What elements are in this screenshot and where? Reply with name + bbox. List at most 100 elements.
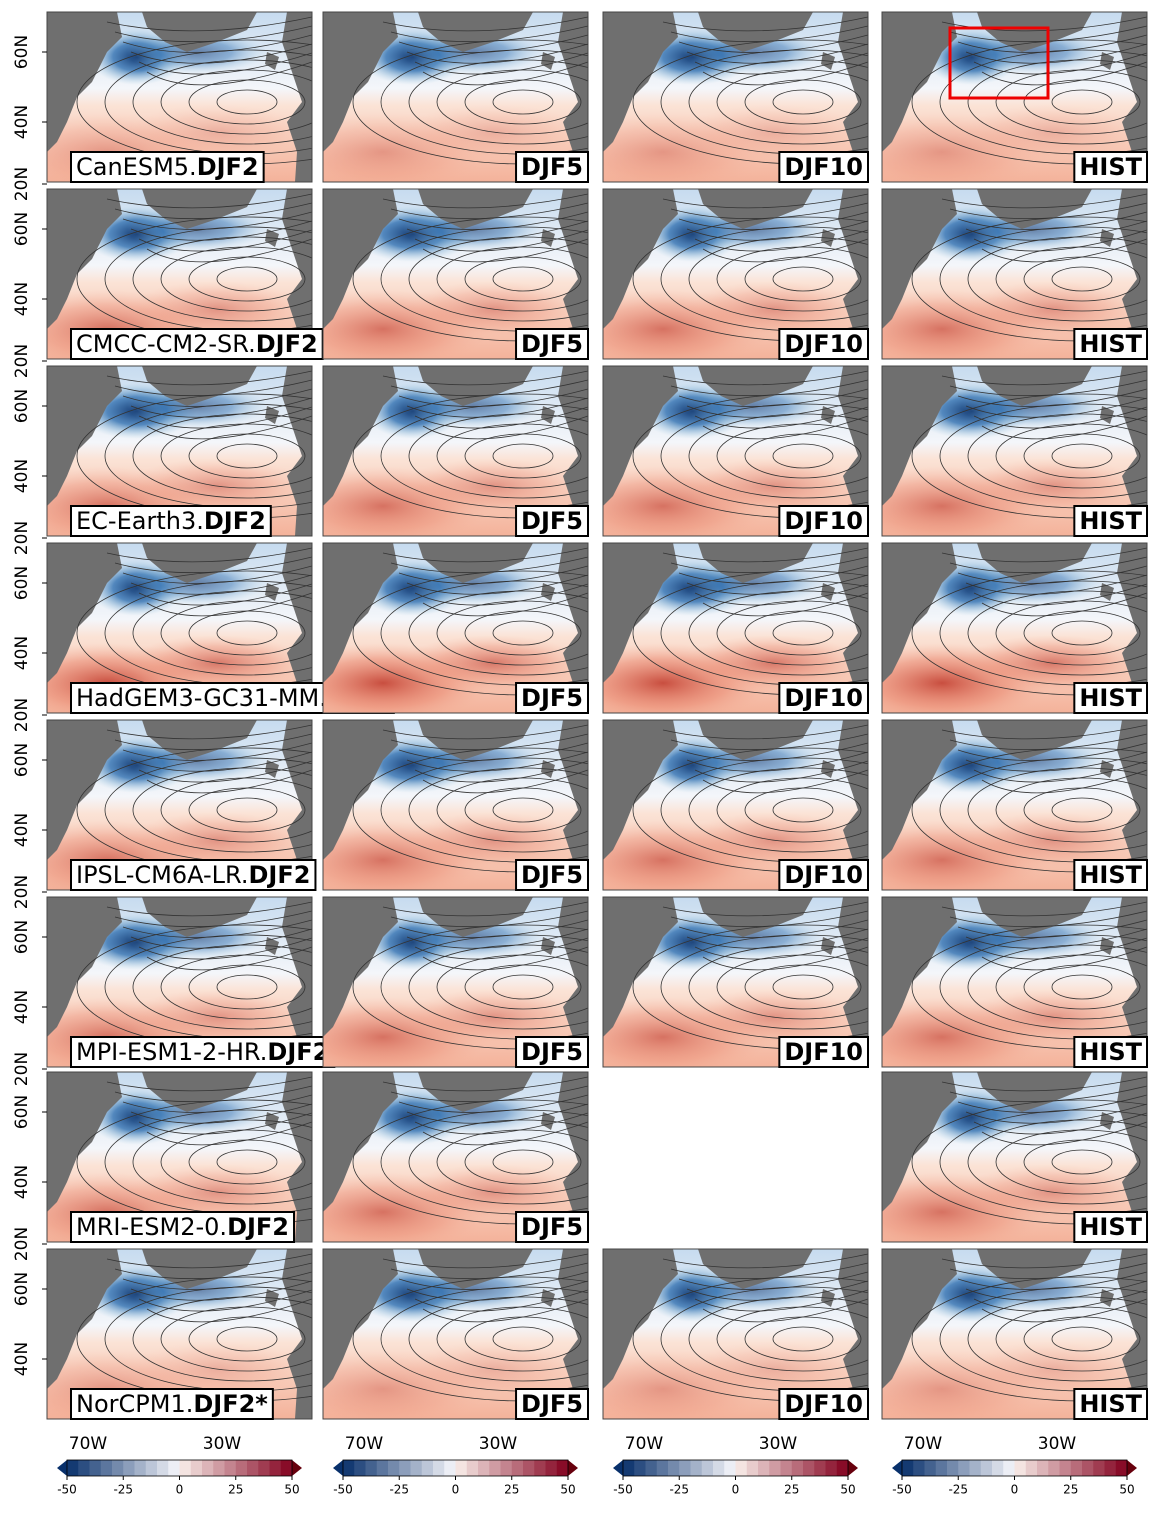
map xyxy=(603,897,868,1067)
land xyxy=(882,543,957,683)
land xyxy=(142,12,257,52)
contour xyxy=(390,379,588,397)
contour xyxy=(662,1253,868,1269)
colorbar-tick-label: 25 xyxy=(1063,1483,1078,1497)
contour xyxy=(941,1076,1147,1092)
contour xyxy=(492,797,554,823)
contour xyxy=(965,1280,1147,1301)
lat-label: 20N xyxy=(12,698,32,732)
colorbar-bin xyxy=(224,1460,237,1476)
experiment: DJF5 xyxy=(521,1390,583,1418)
colorbar-bin xyxy=(713,1460,725,1476)
land xyxy=(977,366,1092,406)
map xyxy=(323,189,588,359)
colorbar-bin xyxy=(190,1460,203,1476)
contour xyxy=(408,1119,588,1205)
cold-anomaly xyxy=(127,30,267,74)
contour xyxy=(965,220,1147,241)
cold-anomaly xyxy=(962,561,1102,605)
colorbar-tick-label: 50 xyxy=(560,1483,575,1497)
land xyxy=(323,1249,398,1389)
contour xyxy=(436,777,588,843)
experiment: HIST xyxy=(1079,153,1142,181)
contour xyxy=(965,1103,1147,1124)
colorbar-bin xyxy=(634,1460,646,1476)
land xyxy=(47,12,122,152)
contour xyxy=(965,43,1147,64)
contour xyxy=(422,769,588,794)
contour xyxy=(941,547,1147,563)
colorbar-bin xyxy=(1048,1460,1060,1476)
experiment: DJF5 xyxy=(521,1213,583,1241)
contour xyxy=(114,556,312,574)
contour xyxy=(406,574,588,595)
contour xyxy=(132,236,312,322)
panel-label: NorCPM1.DJF2* xyxy=(76,1390,268,1418)
panel: DJF10 xyxy=(602,365,869,537)
contour xyxy=(662,547,868,563)
colorbar-tick-label: 50 xyxy=(284,1483,299,1497)
contour xyxy=(160,600,312,666)
cold-anomaly xyxy=(683,561,823,605)
contour xyxy=(678,34,868,53)
panel-label: HIST xyxy=(1079,684,1142,712)
colorbar-bin xyxy=(534,1460,546,1476)
contour xyxy=(957,742,1147,761)
contour xyxy=(973,937,1147,960)
panel: NorCPM1.DJF2* xyxy=(46,1248,313,1420)
lat-label: 20N xyxy=(12,344,32,378)
land xyxy=(47,543,122,683)
cold-anomaly xyxy=(962,30,1102,74)
contour xyxy=(716,600,868,666)
panel-label: DJF5 xyxy=(521,153,583,181)
cold-anomaly xyxy=(683,30,823,74)
contour xyxy=(406,751,588,772)
contour xyxy=(670,733,868,751)
contour xyxy=(398,565,588,584)
contour xyxy=(981,592,1147,617)
contour xyxy=(967,413,1147,499)
contour xyxy=(995,423,1147,489)
panel: HIST xyxy=(881,542,1148,714)
contour xyxy=(132,1296,312,1382)
land xyxy=(977,12,1092,52)
lat-label: 40N xyxy=(12,990,32,1024)
panel: DJF5 xyxy=(322,1071,589,1243)
contour xyxy=(406,1103,588,1124)
lat-label: 60N xyxy=(12,743,32,777)
colorbar-bin xyxy=(969,1460,982,1476)
lat-label: 60N xyxy=(12,212,32,246)
panel-label: DJF5 xyxy=(521,1213,583,1241)
contour xyxy=(492,974,554,1000)
cold-anomaly xyxy=(683,207,823,251)
colorbar-bin xyxy=(365,1460,378,1476)
panel-frame xyxy=(602,896,869,1068)
land xyxy=(47,366,122,506)
experiment: DJF2 xyxy=(256,330,318,358)
panel: HIST xyxy=(881,365,1148,537)
land xyxy=(323,366,398,506)
colorbar-bin xyxy=(489,1460,501,1476)
colorbar-bin xyxy=(656,1460,669,1476)
contour xyxy=(132,413,312,499)
map xyxy=(323,720,588,890)
land xyxy=(323,1072,398,1212)
cold-anomaly xyxy=(962,384,1102,428)
contour xyxy=(1051,89,1113,115)
colorbar-tick-label: 25 xyxy=(504,1483,519,1497)
contour xyxy=(981,769,1147,794)
colorbar-tick-label: -25 xyxy=(948,1483,968,1497)
panel-label: DJF5 xyxy=(521,1390,583,1418)
experiment: DJF5 xyxy=(521,507,583,535)
contour xyxy=(408,59,588,145)
contour xyxy=(130,397,312,418)
experiment: DJF2 xyxy=(267,1038,329,1066)
contour xyxy=(941,370,1147,386)
colorbar-bin xyxy=(511,1460,524,1476)
label-box xyxy=(515,1388,589,1420)
colorbar-bin xyxy=(992,1460,1004,1476)
panel-label: DJF5 xyxy=(521,507,583,535)
contour xyxy=(216,974,278,1000)
contour xyxy=(492,1326,554,1352)
cold-anomaly xyxy=(962,1090,1102,1134)
